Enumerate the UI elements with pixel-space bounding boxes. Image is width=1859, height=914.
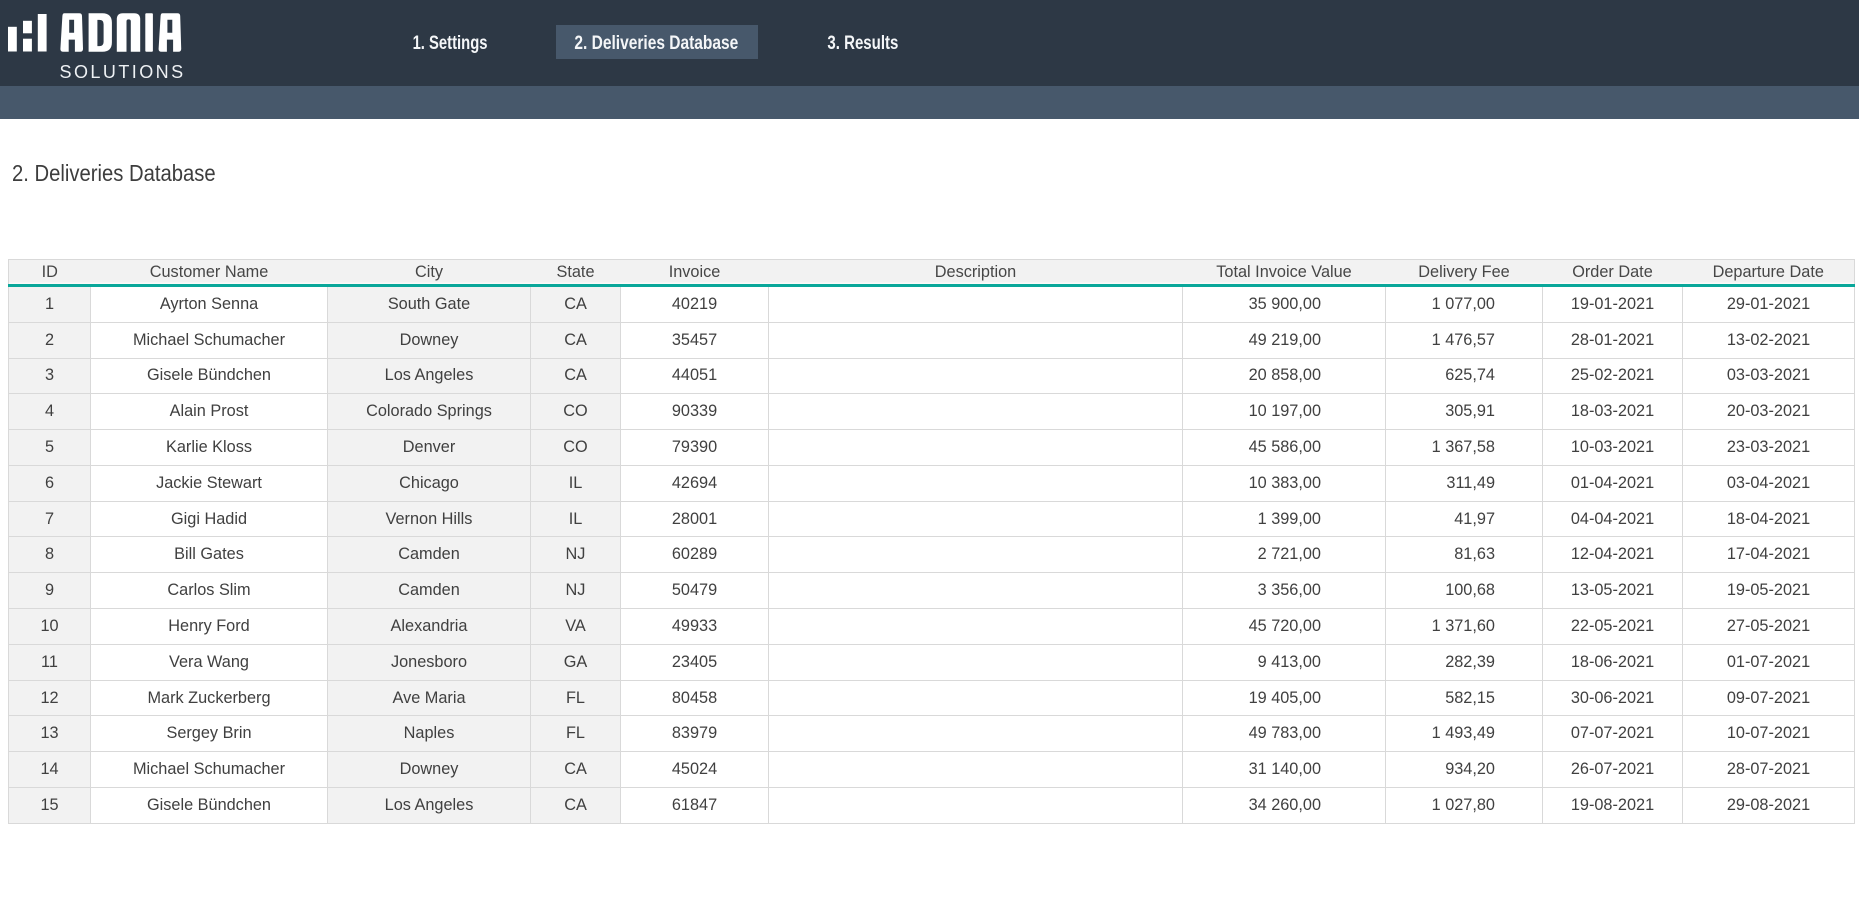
svg-text:SOLUTIONS: SOLUTIONS (60, 62, 186, 82)
